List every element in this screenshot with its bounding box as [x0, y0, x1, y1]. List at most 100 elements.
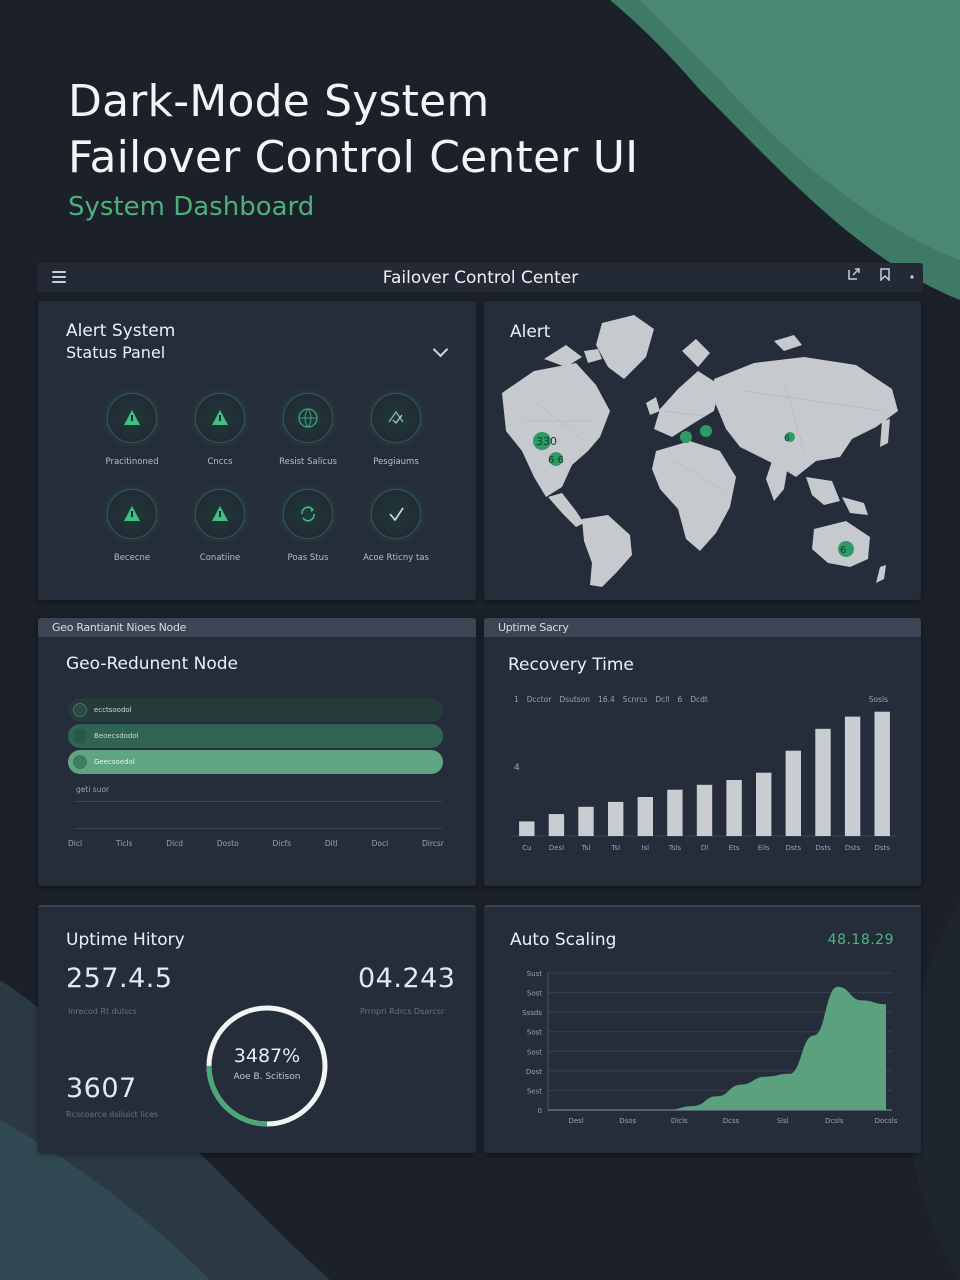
autoscaling-y-tick: Dost [526, 1068, 542, 1076]
recovery-bar [637, 797, 653, 836]
gauge-fill [206, 1005, 328, 1127]
status-item[interactable]: Pesgiaums [352, 393, 440, 467]
bookmark-icon[interactable] [879, 268, 891, 285]
autoscaling-x-tick: Dcsls [825, 1117, 844, 1125]
status-dot [73, 755, 87, 769]
autoscaling-y-tick: Sost [527, 990, 542, 998]
autoscaling-area [548, 986, 886, 1110]
alert-status-title-line2: Status Panel [66, 343, 166, 362]
geo-bar-1[interactable]: ecctsoodol [68, 698, 443, 722]
world-map: 330 6 6 6 6 [502, 315, 898, 587]
autoscaling-x-tick: Dsos [619, 1117, 636, 1125]
geo-axis-tick: Ditl [324, 839, 338, 848]
recovery-header-label: Dsutson [559, 695, 591, 704]
topbar-actions [847, 268, 915, 285]
alert-status-panel: Alert System Status Panel Pracitinoned Cn… [38, 301, 476, 600]
map-marker-label-1: 330 [536, 435, 557, 448]
shield-check-icon [371, 393, 421, 443]
status-item[interactable]: Bececne [88, 489, 176, 563]
recovery-header-label: 1 [514, 695, 519, 704]
geo-axis-tick: Dosto [216, 839, 239, 848]
recovery-tab[interactable]: Uptime Sacry [484, 618, 921, 637]
alert-status-title: Alert System Status Panel [66, 321, 175, 363]
recovery-x-tick: Dsts [874, 844, 890, 852]
uptime-panel: Uptime Hitory 257.4.5 Inrecod Rt dulscs … [38, 905, 476, 1153]
uptime-stat-1-value: 257.4.5 [66, 963, 173, 994]
autoscaling-y-tick: Sssds [522, 1009, 542, 1017]
uptime-stat-3-caption: Rcscoarce dsiluict lices [66, 1110, 159, 1119]
status-item[interactable]: Acoe Rticny tas [352, 489, 440, 563]
alert-map-panel: Alert [484, 301, 921, 600]
geo-axis-tick: Ticls [115, 839, 133, 848]
alert-map-title: Alert [510, 322, 551, 342]
recovery-bar [578, 806, 594, 836]
status-item-label: Pracitinoned [105, 457, 159, 467]
menu-icon[interactable] [52, 271, 66, 283]
status-item[interactable]: Cnccs [176, 393, 264, 467]
recovery-bar-chart: Cu Desl Tsl Tsl Isl Tsls Dl Ets Eils Dsts Dsts Dsts… [512, 711, 897, 852]
recovery-bar [844, 716, 861, 836]
more-icon[interactable] [909, 268, 915, 285]
status-item[interactable]: Poas Stus [264, 489, 352, 563]
status-grid: Pracitinoned Cnccs Resist Salicus Pesgiaums… [88, 393, 468, 563]
recovery-bar [815, 728, 831, 836]
share-icon[interactable] [847, 268, 861, 285]
recovery-x-tick: Desl [549, 844, 564, 852]
recovery-bar [519, 821, 535, 836]
recovery-bar [608, 801, 624, 836]
geo-axis-tick: Dicd [166, 839, 184, 848]
autoscaling-y-tick: 0 [538, 1107, 542, 1115]
status-item-label: Pesgiaums [373, 457, 419, 467]
autoscaling-x-tick: Dcss [723, 1117, 740, 1125]
refresh-icon [283, 489, 333, 539]
status-item[interactable]: Resist Salicus [264, 393, 352, 467]
geo-node-tab[interactable]: Geo Rantianit Nioes Node [38, 618, 476, 637]
recovery-header-label: Dcctor [526, 695, 552, 704]
geo-bar-3[interactable]: Geecsoedol [68, 750, 443, 774]
status-dot [73, 729, 87, 743]
autoscaling-panel: Auto Scaling 48.18.29 Sust Sost Sssds Sost S… [484, 905, 921, 1153]
uptime-stat-2-caption: Prrnpri Rdrcs Dsarcsr [360, 1007, 445, 1016]
recovery-x-tick: Cu [522, 844, 531, 852]
recovery-title: Recovery Time [508, 655, 634, 675]
geo-bar-2-label: Beoecsdodol [94, 732, 139, 740]
topbar-title: Failover Control Center [382, 267, 579, 288]
autoscaling-value: 48.18.29 [827, 932, 894, 948]
recovery-bar [756, 772, 772, 836]
recovery-x-tick: Tsls [668, 844, 682, 852]
uptime-gauge [206, 1005, 328, 1127]
uptime-title: Uptime Hitory [66, 930, 185, 950]
recovery-bar [785, 750, 801, 836]
autoscaling-y-tick: Sest [527, 1087, 542, 1095]
status-item[interactable]: Pracitinoned [88, 393, 176, 467]
globe-icon [283, 393, 333, 443]
recovery-top-right-label: Sosls [868, 695, 888, 704]
hero-subtitle: System Dashboard [68, 192, 315, 222]
recovery-bar [874, 711, 890, 836]
recovery-x-tick: Ets [729, 844, 740, 852]
app-topbar: Failover Control Center [38, 263, 923, 292]
recovery-x-tick: Isl [641, 844, 649, 852]
recovery-bar [696, 784, 713, 836]
geo-node-panel: Geo Rantianit Nioes Node Geo-Redunent No… [38, 618, 476, 886]
geo-x-axis: Dicl Ticls Dicd Dosto Dicfs Ditl Docl Dircsr [68, 839, 444, 848]
status-dot [73, 703, 87, 717]
hero-title-line1: Dark-Mode System [68, 76, 490, 127]
geo-axis-tick: Dicfs [272, 839, 292, 848]
status-item-label: Resist Salicus [279, 457, 337, 467]
gauge-caption: Aoe B. Scitison [233, 1072, 301, 1082]
recovery-x-tick: Dl [701, 844, 708, 852]
recovery-mid-label: 4 [514, 763, 520, 773]
status-item-label: Conatiine [199, 553, 241, 563]
autoscaling-x-tick: Docsls [875, 1117, 898, 1125]
status-item[interactable]: Conatiine [176, 489, 264, 563]
geo-extra-label: geti suor [76, 785, 110, 794]
recovery-header-label: Dcdt [690, 695, 708, 704]
status-item-label: Acoe Rticny tas [363, 553, 429, 563]
chevron-down-icon[interactable] [432, 341, 449, 358]
triangle-alert-icon [107, 393, 157, 443]
hero-title-line2: Failover Control Center UI [68, 132, 639, 183]
recovery-x-tick: Dsts [786, 844, 802, 852]
uptime-stat-3-value: 3607 [66, 1073, 137, 1104]
geo-bar-2[interactable]: Beoecsdodol [68, 724, 443, 748]
